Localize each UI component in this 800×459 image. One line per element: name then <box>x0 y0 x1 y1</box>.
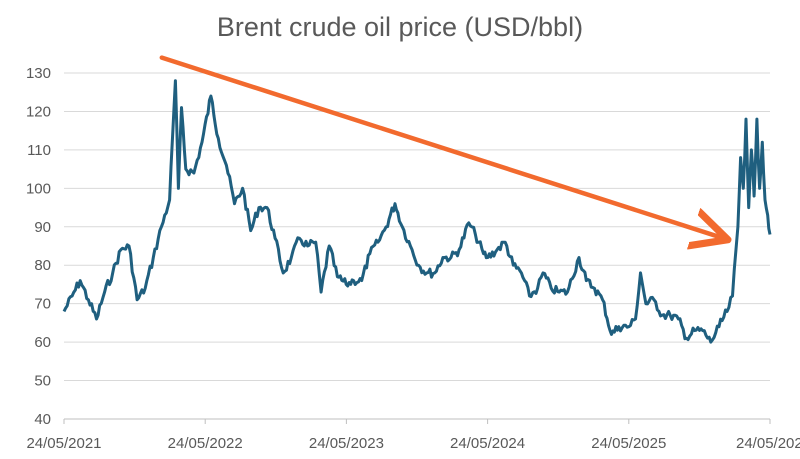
y-tick-label: 110 <box>27 142 51 159</box>
annotation-layer <box>159 55 724 239</box>
y-tick-label: 80 <box>34 257 51 274</box>
x-tick-label: 24/05/2021 <box>26 435 101 452</box>
y-tick-label: 70 <box>34 296 51 313</box>
x-tick-label: 24/05/2025 <box>591 435 666 452</box>
trend-arrow <box>159 55 724 239</box>
x-tick-label: 24/05/2026 <box>736 435 800 452</box>
y-tick-label: 40 <box>34 411 51 428</box>
y-tick-label: 50 <box>34 373 51 390</box>
y-tick-label: 130 <box>26 65 51 82</box>
chart-title: Brent crude oil price (USD/bbl) <box>216 12 584 42</box>
x-tick-label: 24/05/2023 <box>309 435 384 452</box>
y-tick-label: 90 <box>34 219 51 236</box>
gridlines <box>64 72 770 382</box>
x-tick-label: 24/05/2024 <box>450 435 525 452</box>
y-tick-label: 100 <box>26 180 51 197</box>
axes: 40 50 60 70 80 90 100 110 120 130 24/05/2021 24/05/… <box>26 65 800 452</box>
series-line <box>62 79 772 344</box>
series-layer <box>62 79 772 344</box>
y-tick-label: 60 <box>34 334 51 351</box>
y-tick-label: 120 <box>26 103 51 120</box>
x-tick-label: 24/05/2022 <box>168 435 243 452</box>
